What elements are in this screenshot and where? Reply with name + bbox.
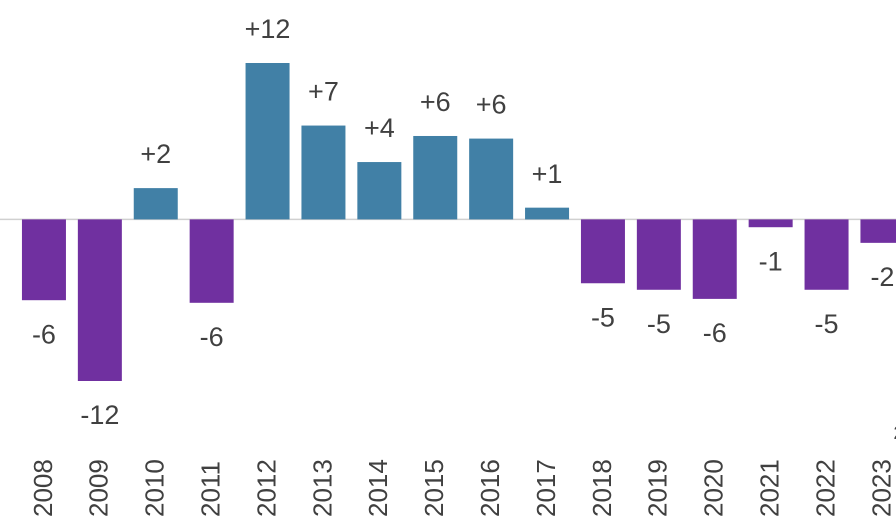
value-label: -5 <box>591 302 615 332</box>
value-label: +7 <box>308 77 339 107</box>
x-tick-label: 2020 <box>699 459 729 517</box>
bar <box>413 135 458 220</box>
bar <box>860 219 896 243</box>
x-tick-label: 2012 <box>251 459 281 517</box>
bar <box>525 207 570 220</box>
bar <box>21 219 66 301</box>
bar <box>804 219 849 290</box>
value-label: -6 <box>32 319 56 349</box>
bar <box>580 219 625 284</box>
bar <box>133 188 178 220</box>
value-label: -6 <box>200 322 224 352</box>
x-tick-label: 2013 <box>307 459 337 517</box>
x-tick-label: 2014 <box>363 459 393 517</box>
value-label: +1 <box>532 159 563 189</box>
x-tick-label: 2023 <box>866 459 896 517</box>
x-tick-label: 2008 <box>28 459 58 517</box>
value-label: -12 <box>80 400 119 430</box>
bar <box>357 162 402 220</box>
value-label: -2 <box>870 262 894 292</box>
value-label: -5 <box>815 309 839 339</box>
value-label: -5 <box>647 309 671 339</box>
bar <box>301 125 346 220</box>
x-tick-label: 2009 <box>84 459 114 517</box>
value-label: +12 <box>245 14 291 44</box>
bar <box>189 219 234 303</box>
bar <box>77 219 122 381</box>
value-label: +6 <box>476 90 507 120</box>
value-label: -6 <box>703 318 727 348</box>
value-label: +2 <box>140 139 171 169</box>
x-tick-label: 2018 <box>587 459 617 517</box>
x-tick-label: 2011 <box>196 461 226 517</box>
bar <box>692 219 737 299</box>
bar <box>245 63 290 220</box>
x-tick-label: 2021 <box>755 459 785 517</box>
category-superscript: 2 <box>893 423 896 443</box>
x-tick-label: 2019 <box>643 459 673 517</box>
bar <box>469 138 514 220</box>
value-label: -1 <box>759 246 783 276</box>
x-tick-label: 2016 <box>475 459 505 517</box>
x-tick-label: 2022 <box>810 459 840 517</box>
x-tick-label: 2017 <box>531 459 561 517</box>
x-tick-label: 2010 <box>140 459 170 517</box>
value-label: +6 <box>420 87 451 117</box>
value-label: +4 <box>364 113 395 143</box>
x-tick-label: 2015 <box>419 459 449 517</box>
bar <box>748 219 793 228</box>
bar <box>636 219 681 290</box>
